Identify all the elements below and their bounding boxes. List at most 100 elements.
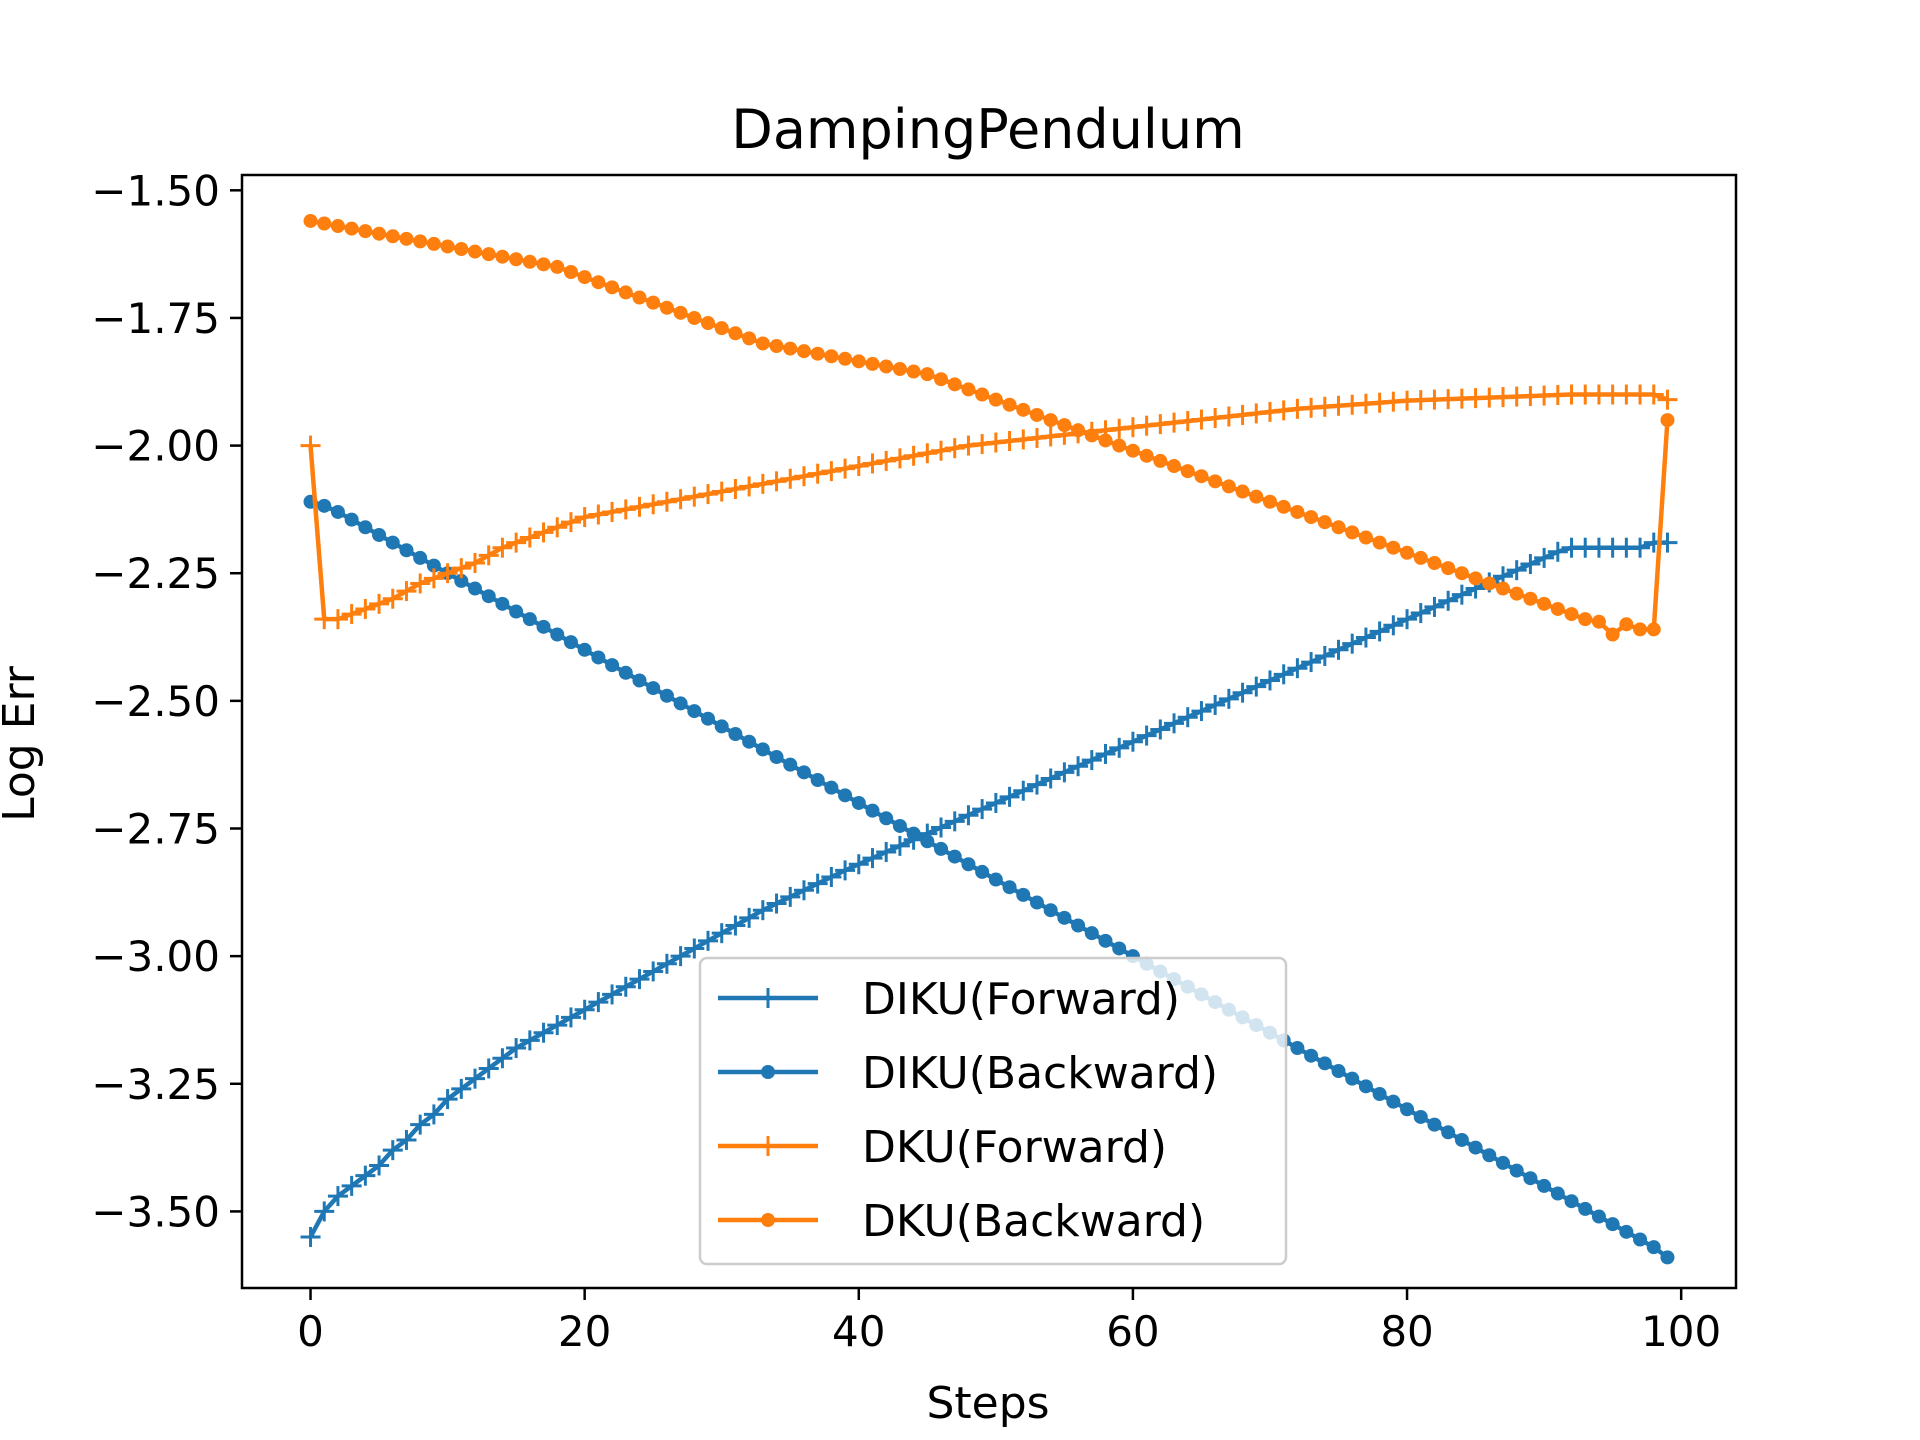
data-point bbox=[1660, 413, 1675, 428]
data-point bbox=[807, 463, 828, 484]
data-point bbox=[563, 265, 578, 280]
data-point bbox=[1122, 417, 1143, 438]
data-point bbox=[766, 471, 787, 492]
data-point bbox=[862, 453, 883, 474]
legend-marker bbox=[761, 1065, 775, 1079]
legend-item: DKU(Backward) bbox=[718, 1196, 1205, 1247]
data-point bbox=[1164, 713, 1185, 734]
data-point bbox=[481, 589, 496, 604]
data-point bbox=[1495, 1155, 1510, 1170]
data-point bbox=[437, 1089, 458, 1110]
data-point bbox=[1232, 404, 1253, 425]
data-point bbox=[917, 443, 938, 464]
data-point bbox=[783, 341, 798, 356]
legend-marker bbox=[758, 1136, 778, 1156]
data-point bbox=[533, 522, 554, 543]
y-tick-label: −3.00 bbox=[91, 932, 220, 981]
data-point bbox=[988, 392, 1003, 407]
data-point bbox=[1273, 400, 1294, 421]
data-point bbox=[396, 581, 417, 602]
data-point bbox=[1495, 581, 1510, 596]
data-point bbox=[1112, 438, 1127, 453]
data-point bbox=[793, 880, 814, 901]
data-point bbox=[742, 331, 757, 346]
data-point bbox=[440, 239, 455, 254]
data-point bbox=[1136, 415, 1157, 436]
data-point bbox=[1523, 591, 1538, 606]
data-point bbox=[835, 458, 856, 479]
data-point bbox=[341, 1175, 362, 1196]
data-point bbox=[1427, 1117, 1442, 1132]
data-point bbox=[615, 976, 636, 997]
data-point bbox=[533, 1022, 554, 1043]
data-point bbox=[1427, 556, 1442, 571]
data-point bbox=[1040, 426, 1061, 447]
data-point bbox=[1153, 453, 1168, 468]
data-point bbox=[670, 489, 691, 510]
data-point bbox=[1550, 601, 1565, 616]
data-point bbox=[742, 734, 757, 749]
data-point bbox=[1057, 910, 1072, 925]
data-point bbox=[1383, 615, 1404, 636]
y-tick-label: −2.00 bbox=[91, 422, 220, 471]
data-point bbox=[399, 543, 414, 558]
data-point bbox=[1167, 459, 1182, 474]
data-point bbox=[396, 1129, 417, 1150]
data-point bbox=[1482, 1148, 1497, 1163]
data-point bbox=[1331, 520, 1346, 535]
data-point bbox=[1043, 413, 1058, 428]
data-point bbox=[372, 527, 387, 542]
data-point bbox=[615, 499, 636, 520]
data-point bbox=[999, 786, 1020, 807]
data-point bbox=[1317, 515, 1332, 530]
legend-marker bbox=[761, 1213, 775, 1227]
data-point bbox=[698, 484, 719, 505]
data-point bbox=[588, 992, 609, 1013]
data-point bbox=[426, 558, 441, 573]
data-point bbox=[1218, 688, 1239, 709]
data-point bbox=[687, 310, 702, 325]
data-point bbox=[410, 573, 431, 594]
data-point bbox=[509, 252, 524, 267]
data-point bbox=[906, 826, 921, 841]
data-point bbox=[1013, 429, 1034, 450]
data-point bbox=[1249, 489, 1264, 504]
data-point bbox=[725, 478, 746, 499]
data-point bbox=[1386, 540, 1401, 555]
data-point bbox=[1358, 1079, 1373, 1094]
series-line bbox=[308, 540, 1668, 1239]
data-point bbox=[358, 224, 373, 239]
data-point bbox=[602, 984, 623, 1005]
data-point bbox=[1002, 397, 1017, 412]
data-point bbox=[961, 382, 976, 397]
data-point bbox=[344, 221, 359, 236]
data-point bbox=[766, 893, 787, 914]
data-point bbox=[972, 434, 993, 455]
data-point bbox=[1534, 547, 1555, 568]
data-point bbox=[659, 300, 674, 315]
data-point bbox=[1205, 408, 1226, 429]
data-point bbox=[1646, 1240, 1661, 1255]
data-point bbox=[1331, 1064, 1346, 1079]
data-point bbox=[1071, 423, 1086, 438]
x-tick-label: 80 bbox=[1380, 1307, 1433, 1356]
data-point bbox=[410, 1114, 431, 1135]
data-point bbox=[574, 999, 595, 1020]
data-point bbox=[1057, 418, 1072, 433]
data-point bbox=[796, 344, 811, 359]
data-point bbox=[670, 946, 691, 967]
data-point bbox=[1084, 926, 1099, 941]
data-point bbox=[522, 612, 537, 627]
data-point bbox=[399, 231, 414, 246]
data-point bbox=[1043, 903, 1058, 918]
data-point bbox=[1125, 443, 1140, 458]
data-point bbox=[780, 886, 801, 907]
y-tick-label: −2.25 bbox=[91, 549, 220, 598]
y-tick-label: −3.25 bbox=[91, 1060, 220, 1109]
data-point bbox=[1619, 617, 1634, 632]
data-point bbox=[1369, 621, 1390, 642]
data-point bbox=[1509, 1163, 1524, 1178]
data-point bbox=[851, 354, 866, 369]
data-point bbox=[656, 953, 677, 974]
data-point bbox=[1328, 639, 1349, 660]
